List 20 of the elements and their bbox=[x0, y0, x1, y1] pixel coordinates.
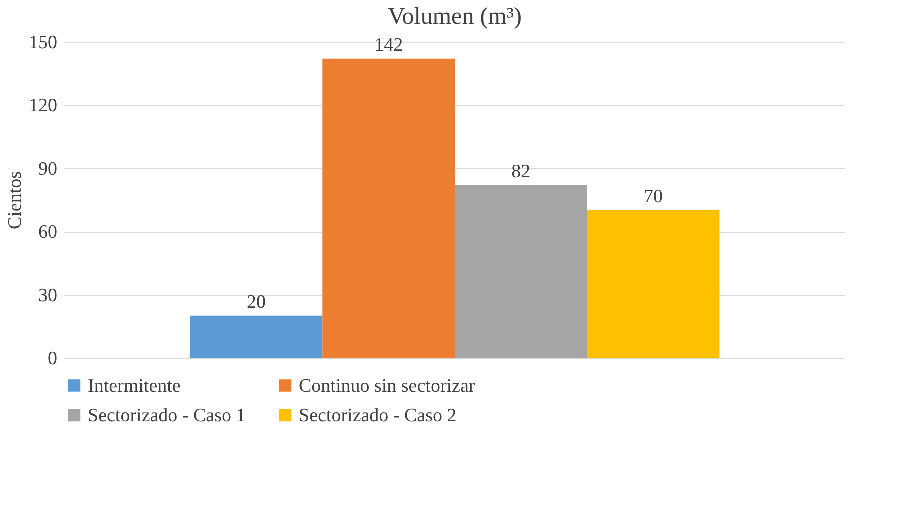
data-label: 20 bbox=[246, 292, 266, 313]
legend-label: Sectorizado - Caso 1 bbox=[88, 406, 246, 426]
data-label: 82 bbox=[512, 161, 531, 182]
y-tick-label: 150 bbox=[29, 32, 58, 54]
chart-title: Volumen (m³) bbox=[388, 4, 522, 30]
y-tick-label: 120 bbox=[29, 96, 58, 117]
bar bbox=[587, 210, 720, 358]
y-tick-label: 0 bbox=[48, 348, 58, 370]
y-axis-title: Cientos bbox=[5, 171, 26, 230]
data-label: 70 bbox=[644, 186, 664, 208]
y-tick-label: 90 bbox=[38, 158, 58, 180]
legend-label: Intermitente bbox=[88, 376, 181, 397]
bar bbox=[190, 316, 323, 358]
legend-label: Continuo sin sectorizar bbox=[299, 376, 476, 397]
legend-label: Sectorizado - Caso 2 bbox=[299, 406, 457, 426]
data-label: 142 bbox=[374, 34, 404, 56]
y-tick-label: 60 bbox=[38, 222, 58, 244]
bar bbox=[322, 58, 455, 358]
bar bbox=[455, 185, 588, 358]
y-tick-label: 30 bbox=[38, 285, 58, 306]
